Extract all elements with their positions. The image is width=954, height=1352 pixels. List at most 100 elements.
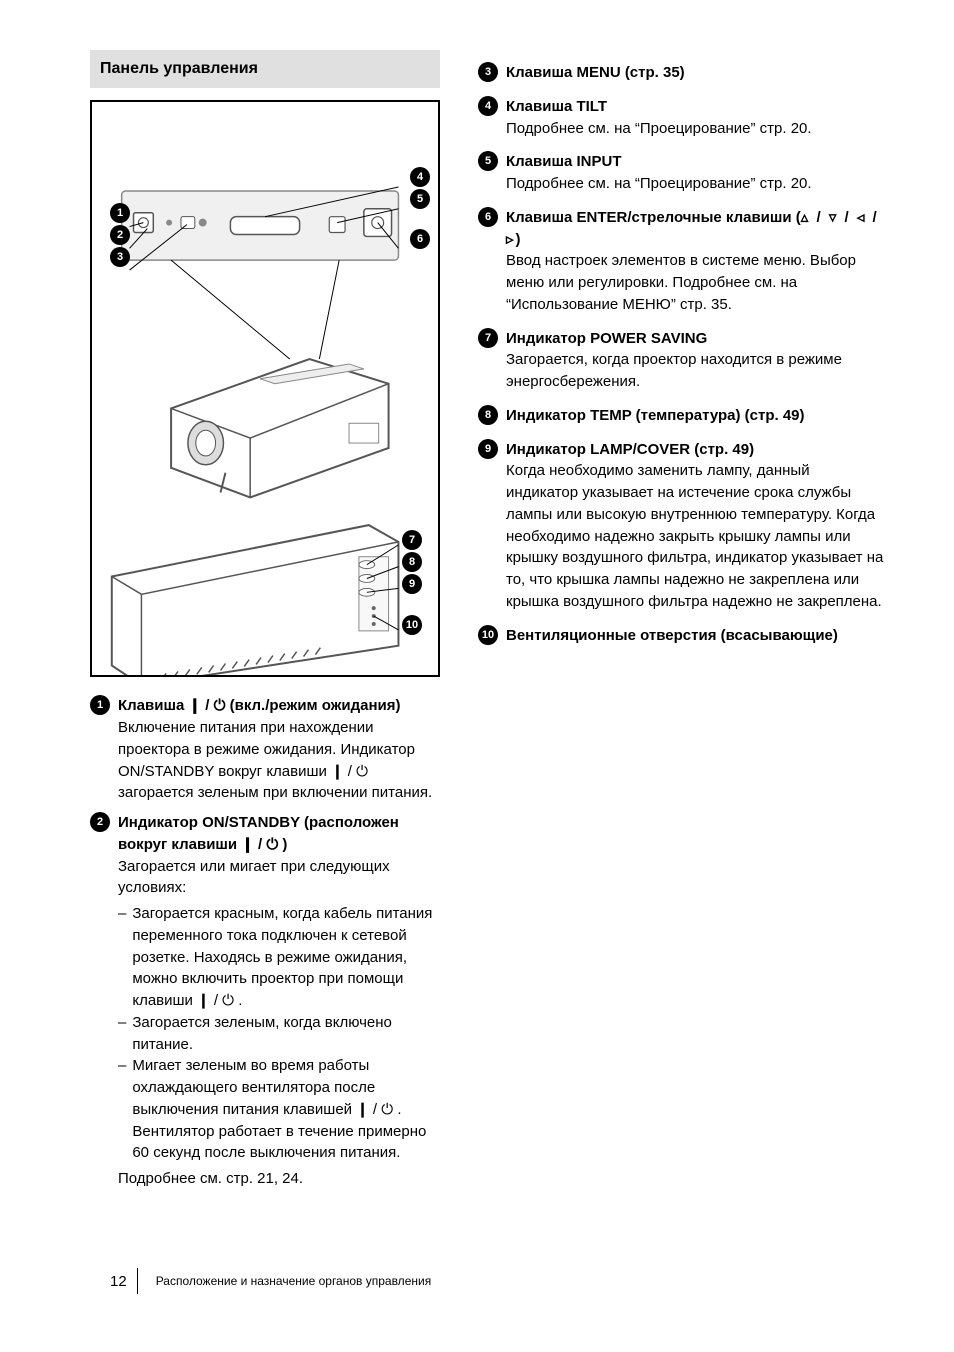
badge-num: 4 [417, 171, 423, 183]
left-item: 1 Клавиша ❙ / ⏻ (вкл./режим ожидания) Вклю… [90, 695, 440, 804]
badge-num: 9 [409, 578, 415, 590]
item-title-tail: ) [278, 836, 287, 853]
item-text: Клавиша MENU (стр. 35) [506, 62, 884, 84]
item-title: Клавиша INPUT [506, 153, 621, 170]
item-title: Индикатор LAMP/COVER (стр. 49) [506, 441, 754, 458]
item-text: Индикатор ON/STANDBY (расположен вокруг … [118, 812, 440, 899]
arrow-glyphs: ▵ / ▿ / ◃ / ▹ [506, 209, 879, 248]
item-row: 1 Клавиша ❙ / ⏻ (вкл./режим ожидания) Вклю… [90, 695, 440, 804]
item-number-badge: 6 [478, 207, 498, 227]
right-item: 6 Клавиша ENTER/стрелочные клавиши (▵ / ▿… [478, 207, 884, 316]
dash: – [118, 1055, 126, 1164]
item-number-badge: 2 [90, 812, 110, 832]
item-row: 4 Клавиша TILT Подробнее см. на “Проециров… [478, 96, 884, 140]
right-item: 8 Индикатор TEMP (температура) (стр. 49) [478, 405, 884, 427]
page-footer: 12 Расположение и назначение органов упр… [110, 1268, 431, 1294]
item-row: 2 Индикатор ON/STANDBY (расположен вокруг… [90, 812, 440, 899]
standby-icon: ⏻ [356, 763, 368, 780]
sub-item: –Загорается красным, когда кабель питани… [118, 903, 440, 1012]
item-number-badge: 4 [478, 96, 498, 116]
item-title-tail: ) [516, 231, 521, 248]
footer-text: Расположение и назначение органов управл… [156, 1274, 432, 1288]
item-number-badge: 9 [478, 439, 498, 459]
right-item: 9 Индикатор LAMP/COVER (стр. 49) Когда нео… [478, 439, 884, 613]
badge-num: 1 [117, 207, 123, 219]
item-body: Загорается, когда проектор находится в р… [506, 351, 842, 390]
item-number-badge: 10 [478, 625, 498, 645]
diagram-svg [92, 102, 438, 675]
sub-item-text: Мигает зеленым во время работы охлаждающ… [132, 1055, 440, 1164]
badge-num: 10 [406, 619, 418, 631]
item-title: Индикатор TEMP (температура) (стр. 49) [506, 407, 805, 424]
item-title: Клавиша ❙ / ⏻ (вкл./режим ожидания) [118, 697, 401, 714]
item-text: Клавиша TILT Подробнее см. на “Проецирова… [506, 96, 884, 140]
diagram-box: 1 2 3 4 5 6 7 8 9 10 [90, 100, 440, 677]
standby-icon: ⏻ [222, 992, 234, 1009]
dash: – [118, 1012, 126, 1056]
item-row: 10 Вентиляционные отверстия (всасывающие) [478, 625, 884, 647]
item-title: Клавиша ENTER/стрелочные клавиши (▵ / ▿ … [506, 209, 879, 248]
item-row: 7 Индикатор POWER SAVING Загорается, когда… [478, 328, 884, 393]
section-header: Панель управления [90, 50, 440, 88]
item-title: Клавиша TILT [506, 98, 607, 115]
right-column: 3 Клавиша MENU (стр. 35) 4 Клавиша TILT Подр… [478, 50, 884, 1198]
item-text: Вентиляционные отверстия (всасывающие) [506, 625, 884, 647]
left-items: 1 Клавиша ❙ / ⏻ (вкл./режим ожидания) Вклю… [90, 695, 440, 1190]
item-body: Загорается или мигает при следующих усло… [118, 858, 390, 897]
dash: – [118, 903, 126, 1012]
item-text: Индикатор LAMP/COVER (стр. 49) Когда необ… [506, 439, 884, 613]
badge-num: 7 [409, 534, 415, 546]
item-row: 5 Клавиша INPUT Подробнее см. на “Проециро… [478, 151, 884, 195]
footer-divider [137, 1268, 138, 1294]
standby-icon: ⏻ [266, 836, 278, 853]
item-body: Ввод настроек элементов в системе меню. … [506, 252, 856, 313]
sub-item: –Загорается зеленым, когда включено пита… [118, 1012, 440, 1056]
sub-item-tail: . [234, 992, 242, 1009]
item-text: Клавиша ❙ / ⏻ (вкл./режим ожидания) Включ… [118, 695, 440, 804]
standby-icon: ⏻ [214, 697, 226, 714]
right-item: 4 Клавиша TILT Подробнее см. на “Проециров… [478, 96, 884, 140]
left-column: Панель управления [90, 50, 440, 1198]
badge-num: 5 [417, 193, 423, 205]
item-body: Включение питания при нахождении проекто… [118, 719, 432, 801]
sub-item-text: Загорается красным, когда кабель питания… [132, 903, 440, 1012]
sub-item: –Мигает зеленым во время работы охлаждаю… [118, 1055, 440, 1164]
item-title: Вентиляционные отверстия (всасывающие) [506, 627, 838, 644]
left-item: 2 Индикатор ON/STANDBY (расположен вокруг… [90, 812, 440, 1190]
badge-num: 3 [117, 251, 123, 263]
sub-item-text: Загорается зеленым, когда включено питан… [132, 1012, 440, 1056]
item-body: Подробнее см. на “Проецирование” стр. 20… [506, 175, 812, 192]
item-body: Когда необходимо заменить лампу, данный … [506, 462, 883, 610]
item-text: Индикатор TEMP (температура) (стр. 49) [506, 405, 884, 427]
item-text: Клавиша ENTER/стрелочные клавиши (▵ / ▿ … [506, 207, 884, 316]
post-sub-text: Подробнее см. стр. 21, 24. [118, 1168, 440, 1190]
standby-icon: ⏻ [381, 1101, 393, 1118]
item-row: 9 Индикатор LAMP/COVER (стр. 49) Когда нео… [478, 439, 884, 613]
badge-num: 2 [117, 229, 123, 241]
item-title: Индикатор ON/STANDBY (расположен вокруг … [118, 814, 399, 853]
badge-num: 6 [417, 233, 423, 245]
item-row: 3 Клавиша MENU (стр. 35) [478, 62, 884, 84]
right-item: 7 Индикатор POWER SAVING Загорается, когда… [478, 328, 884, 393]
item-text: Индикатор POWER SAVING Загорается, когда … [506, 328, 884, 393]
item-number-badge: 5 [478, 151, 498, 171]
page-number: 12 [110, 1273, 127, 1290]
item-title: Индикатор POWER SAVING [506, 330, 707, 347]
item-number-badge: 1 [90, 695, 110, 715]
item-body-tail: загорается зеленым при включении питания… [118, 784, 432, 801]
item-title-tail: (вкл./режим ожидания) [225, 697, 400, 714]
item-number-badge: 3 [478, 62, 498, 82]
header-title: Панель управления [100, 60, 258, 78]
item-row: 6 Клавиша ENTER/стрелочные клавиши (▵ / ▿… [478, 207, 884, 316]
item-number-badge: 7 [478, 328, 498, 348]
right-item: 10 Вентиляционные отверстия (всасывающие) [478, 625, 884, 647]
item-number-badge: 8 [478, 405, 498, 425]
item-body: Подробнее см. на “Проецирование” стр. 20… [506, 120, 812, 137]
item-row: 8 Индикатор TEMP (температура) (стр. 49) [478, 405, 884, 427]
badge-num: 8 [409, 556, 415, 568]
right-item: 5 Клавиша INPUT Подробнее см. на “Проециро… [478, 151, 884, 195]
item-title: Клавиша MENU (стр. 35) [506, 64, 685, 81]
right-item: 3 Клавиша MENU (стр. 35) [478, 62, 884, 84]
item-text: Клавиша INPUT Подробнее см. на “Проециров… [506, 151, 884, 195]
page-content: Панель управления [90, 50, 884, 1198]
